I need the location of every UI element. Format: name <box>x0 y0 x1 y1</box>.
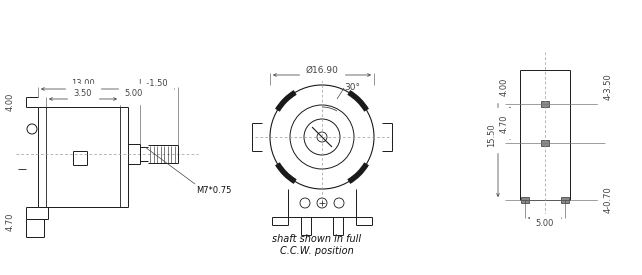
Text: 3.50: 3.50 <box>74 89 92 98</box>
Text: 30°: 30° <box>344 82 360 92</box>
Bar <box>521 197 529 203</box>
Text: L -1.50: L -1.50 <box>139 79 168 89</box>
Text: 4.70: 4.70 <box>499 114 508 133</box>
Bar <box>561 197 569 203</box>
Text: M7*0.75: M7*0.75 <box>196 186 231 195</box>
Text: 13.00: 13.00 <box>71 79 95 89</box>
Text: shaft shown in full: shaft shown in full <box>272 234 361 244</box>
Text: 15.50: 15.50 <box>487 123 496 147</box>
Text: 4.00: 4.00 <box>499 78 508 96</box>
Text: C.C.W. position: C.C.W. position <box>280 246 354 256</box>
Text: 4-0.70: 4-0.70 <box>603 187 612 213</box>
Text: 4.00: 4.00 <box>6 93 15 111</box>
Text: 5.00: 5.00 <box>125 89 143 98</box>
Text: 4-3.50: 4-3.50 <box>603 73 612 100</box>
Bar <box>541 140 549 146</box>
Text: 4.70: 4.70 <box>6 213 15 231</box>
Text: 5.00: 5.00 <box>536 219 554 229</box>
Bar <box>541 101 549 106</box>
Text: Ø16.90: Ø16.90 <box>306 65 338 75</box>
